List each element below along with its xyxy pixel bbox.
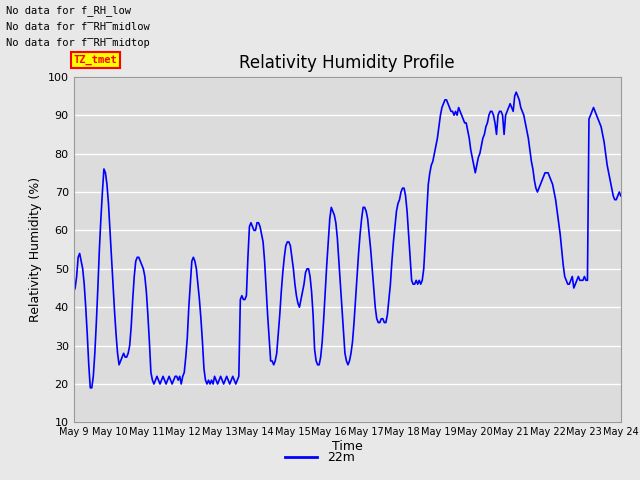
Y-axis label: Relativity Humidity (%): Relativity Humidity (%) xyxy=(29,177,42,322)
Legend: 22m: 22m xyxy=(280,446,360,469)
Text: No data for f_RH_low: No data for f_RH_low xyxy=(6,5,131,16)
Text: TZ_tmet: TZ_tmet xyxy=(74,55,117,65)
Title: Relativity Humidity Profile: Relativity Humidity Profile xyxy=(239,54,455,72)
Text: No data for f̅RH̅midlow: No data for f̅RH̅midlow xyxy=(6,22,150,32)
Text: No data for f̅RH̅midtop: No data for f̅RH̅midtop xyxy=(6,38,150,48)
X-axis label: Time: Time xyxy=(332,440,363,453)
